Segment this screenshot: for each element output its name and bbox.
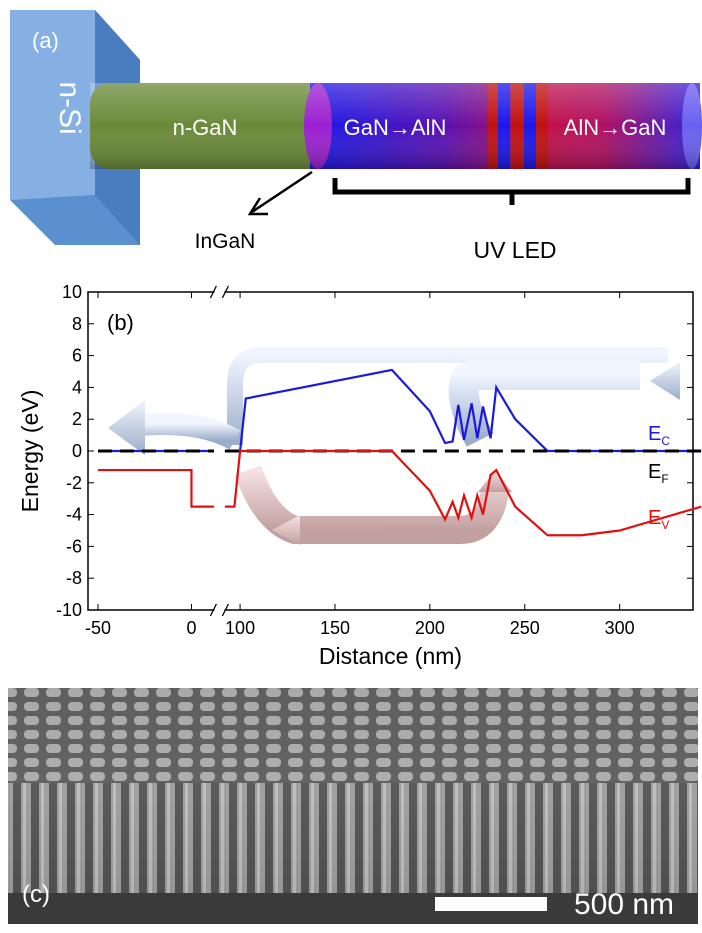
y-tick-label: 0 <box>72 441 82 461</box>
y-tick-label: -8 <box>66 568 82 588</box>
scale-label: 500 nm <box>574 888 674 921</box>
x-tick-label: 100 <box>225 618 255 638</box>
axis-break-gap <box>214 289 224 295</box>
figure: (a) n-Si n-GaN GaN→AlN AlN→GaN InGaN UV … <box>0 0 702 928</box>
y-tick-label: 4 <box>72 377 82 397</box>
segment-label: n-GaN <box>173 115 238 140</box>
segment-label: GaN→AlN <box>344 115 447 140</box>
bracket <box>335 178 688 205</box>
flow-arrow <box>464 375 640 440</box>
legend-label: EC <box>648 423 670 448</box>
arrow <box>252 172 312 212</box>
scale-bar <box>435 897 547 911</box>
panel-c: (c) 500 nm <box>8 688 698 924</box>
y-tick-label: 10 <box>62 282 82 302</box>
panel-label: (c) <box>22 881 50 908</box>
flow-arrow <box>650 362 680 400</box>
x-tick-label: 0 <box>186 618 196 638</box>
y-tick-label: 6 <box>72 346 82 366</box>
substrate-label: n-Si <box>53 81 86 134</box>
bracket-label: UV LED <box>473 237 556 263</box>
y-tick-label: -6 <box>66 536 82 556</box>
axis-break-gap <box>214 607 224 613</box>
x-tick-label: 250 <box>510 618 540 638</box>
y-axis-title: Energy (eV) <box>17 390 43 513</box>
legend-label: EF <box>648 461 669 486</box>
y-tick-label: 2 <box>72 409 82 429</box>
panel-b: -10 -8 -6 -4 -2 0 2 4 6 8 10 -50 0 100 150 200 250 300 Dis… <box>17 282 701 669</box>
panel-a: (a) n-Si n-GaN GaN→AlN AlN→GaN InGaN UV … <box>10 10 702 263</box>
legend-label: EV <box>648 507 669 532</box>
flow-arrow <box>108 400 145 455</box>
x-tick-label: 200 <box>415 618 445 638</box>
x-tick-label: 300 <box>605 618 635 638</box>
panel-label: (b) <box>107 310 134 335</box>
y-tick-label: -2 <box>66 473 82 493</box>
flow-arrow <box>248 470 495 530</box>
insert-label: InGaN <box>195 230 256 253</box>
x-tick-label: -50 <box>85 618 111 638</box>
segment-label: AlN→GaN <box>564 115 667 140</box>
sem-rods <box>8 783 698 893</box>
x-axis-title: Distance (nm) <box>319 643 462 669</box>
y-tick-label: -4 <box>66 505 82 525</box>
y-tick-label: 8 <box>72 314 82 334</box>
panel-label: (a) <box>32 28 59 53</box>
flow-arrow <box>140 424 235 440</box>
x-tick-label: 150 <box>320 618 350 638</box>
sem-tops <box>8 688 698 783</box>
y-tick-label: -10 <box>56 600 82 620</box>
